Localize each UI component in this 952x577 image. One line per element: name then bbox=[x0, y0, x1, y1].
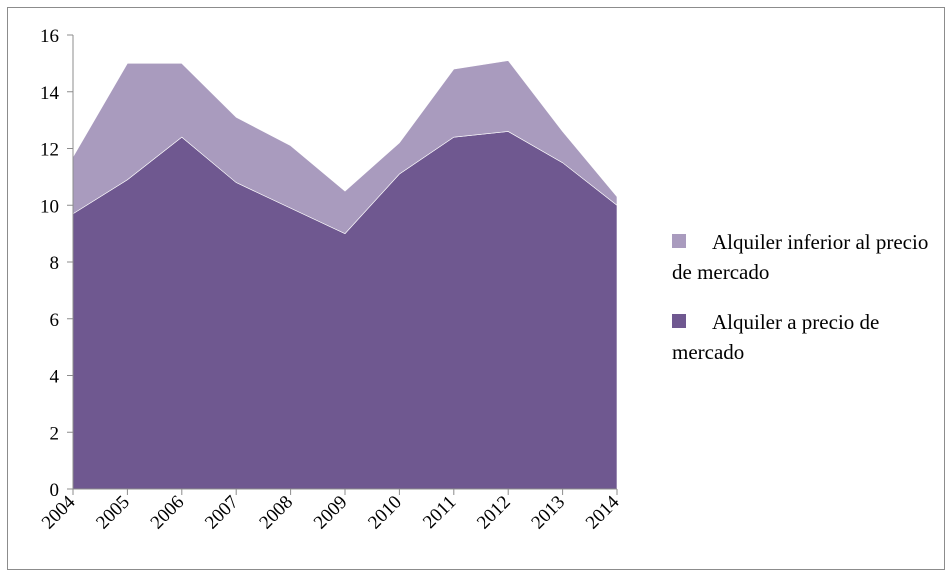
legend-label-mercado: Alquiler a precio de mercado bbox=[672, 310, 880, 364]
x-tick-label: 2005 bbox=[92, 492, 134, 534]
x-tick-label: 2013 bbox=[527, 492, 569, 534]
y-tick-label: 14 bbox=[40, 83, 60, 104]
legend-item-inferior: Alquiler inferior al precio de mercado bbox=[672, 227, 942, 287]
area-series-0 bbox=[72, 131, 618, 490]
x-tick-label: 2012 bbox=[473, 492, 515, 534]
legend-swatch-inferior bbox=[672, 234, 686, 248]
x-tick-label: 2007 bbox=[201, 492, 243, 534]
y-tick-label: 16 bbox=[40, 26, 59, 47]
x-tick-label: 2008 bbox=[255, 492, 297, 534]
y-tick-label: 0 bbox=[50, 480, 60, 501]
y-tick-label: 6 bbox=[50, 310, 60, 331]
y-tick-label: 4 bbox=[50, 367, 60, 388]
legend: Alquiler inferior al precio de mercado A… bbox=[672, 227, 942, 387]
y-tick-label: 12 bbox=[40, 140, 59, 161]
y-tick-label: 10 bbox=[40, 196, 59, 217]
legend-label-inferior: Alquiler inferior al precio de mercado bbox=[672, 230, 929, 284]
area-series-1 bbox=[72, 60, 618, 234]
x-tick-label: 2006 bbox=[147, 492, 189, 534]
legend-swatch-mercado bbox=[672, 314, 686, 328]
y-tick-label: 8 bbox=[50, 253, 60, 274]
y-tick-label: 2 bbox=[50, 423, 60, 444]
x-tick-label: 2009 bbox=[310, 492, 352, 534]
x-tick-label: 2011 bbox=[419, 492, 460, 533]
legend-item-mercado: Alquiler a precio de mercado bbox=[672, 307, 942, 367]
x-tick-label: 2010 bbox=[364, 492, 406, 534]
x-tick-label: 2014 bbox=[582, 491, 624, 533]
